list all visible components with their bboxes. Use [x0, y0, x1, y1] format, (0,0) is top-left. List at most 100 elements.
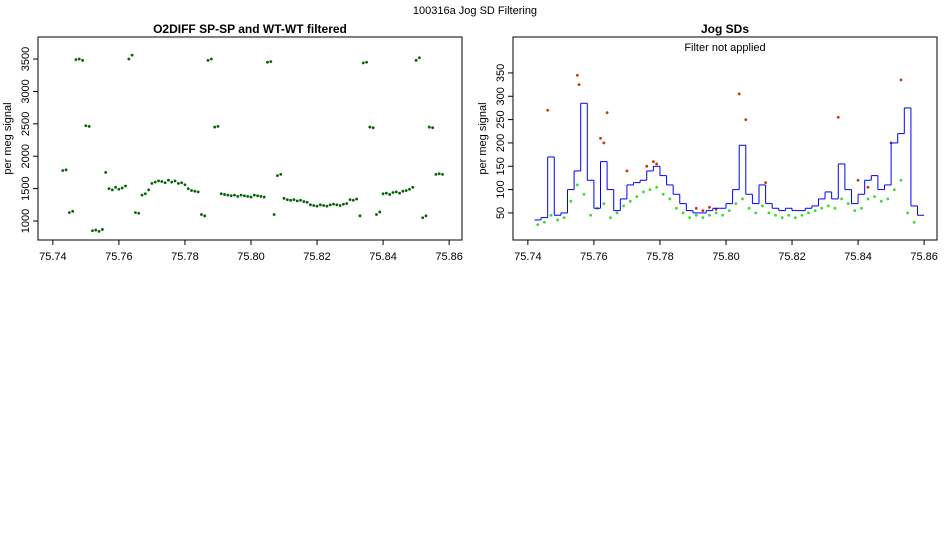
- point: [793, 216, 797, 220]
- point: [388, 193, 392, 196]
- point: [675, 206, 678, 210]
- chart-title: O2DIFF SP-SP and WT-WT filtered: [153, 22, 347, 36]
- point: [206, 58, 210, 62]
- x-tick-label: 75.82: [778, 251, 806, 263]
- y-tick-label: 1000: [20, 209, 32, 233]
- point: [536, 223, 540, 227]
- point: [345, 202, 349, 205]
- annotation: Filter not applied: [684, 42, 765, 54]
- point: [262, 195, 266, 199]
- point: [318, 203, 322, 207]
- point: [886, 197, 890, 201]
- point: [734, 202, 738, 206]
- point: [708, 213, 711, 217]
- point: [754, 211, 758, 215]
- x-tick-label: 75.82: [303, 251, 331, 263]
- point: [153, 180, 157, 184]
- point: [645, 164, 649, 168]
- point: [100, 228, 104, 231]
- point: [302, 200, 306, 203]
- point: [546, 108, 550, 112]
- point: [562, 216, 566, 220]
- point: [140, 193, 144, 197]
- point: [342, 202, 345, 206]
- point: [256, 194, 259, 198]
- point: [873, 195, 876, 199]
- y-tick-label: 1500: [20, 176, 32, 200]
- plot-frame: [37, 36, 463, 241]
- point: [747, 206, 751, 210]
- point: [361, 61, 365, 65]
- point: [127, 57, 131, 61]
- y-tick-label: 350: [495, 64, 507, 82]
- point: [582, 192, 586, 196]
- point: [780, 216, 784, 220]
- point: [269, 60, 273, 64]
- point: [694, 213, 698, 217]
- point: [371, 126, 375, 130]
- point: [622, 204, 626, 208]
- point: [203, 214, 207, 218]
- point: [249, 195, 253, 199]
- y-tick-label: 3500: [20, 47, 32, 71]
- point: [312, 204, 316, 207]
- point: [764, 181, 768, 185]
- point: [774, 213, 777, 217]
- point: [427, 125, 431, 129]
- point: [120, 186, 124, 190]
- point: [216, 125, 220, 128]
- point: [110, 188, 114, 192]
- point: [628, 199, 632, 203]
- x-tick-label: 75.76: [580, 251, 608, 263]
- point: [859, 206, 863, 210]
- point: [375, 213, 378, 216]
- chart-title: Jog SDs: [701, 22, 749, 36]
- point: [358, 214, 362, 218]
- x-tick-label: 75.80: [237, 251, 265, 263]
- point: [833, 206, 837, 210]
- point: [104, 171, 108, 174]
- point: [325, 204, 329, 208]
- point: [609, 216, 612, 220]
- point: [401, 189, 405, 193]
- point: [134, 211, 137, 214]
- point: [394, 190, 398, 194]
- point: [893, 188, 896, 192]
- y-tick-label: 300: [495, 87, 507, 105]
- point: [328, 203, 332, 207]
- point: [615, 211, 619, 215]
- point: [807, 211, 810, 215]
- point: [124, 184, 127, 188]
- point: [906, 211, 910, 215]
- y-tick-label: 150: [495, 157, 507, 175]
- point: [186, 187, 190, 191]
- page-title: 100316a Jog SD Filtering: [413, 5, 537, 17]
- point: [335, 203, 339, 207]
- point: [167, 178, 170, 182]
- point: [381, 192, 385, 196]
- point: [289, 198, 293, 202]
- point: [820, 206, 824, 210]
- point: [176, 182, 180, 185]
- point: [242, 194, 246, 198]
- point: [285, 198, 289, 202]
- point: [437, 172, 441, 176]
- point: [625, 169, 629, 173]
- point: [219, 192, 223, 196]
- point: [701, 209, 705, 213]
- point: [150, 182, 154, 185]
- point: [826, 204, 830, 208]
- point: [193, 189, 197, 193]
- point: [599, 136, 602, 140]
- point: [556, 218, 559, 222]
- point: [681, 211, 685, 215]
- point: [421, 216, 425, 220]
- point: [77, 57, 81, 61]
- y-tick-label: 200: [495, 134, 507, 152]
- point: [130, 53, 134, 57]
- point: [213, 125, 217, 129]
- point: [272, 213, 276, 216]
- point: [295, 199, 299, 203]
- y-axis-label: per meg signal: [477, 102, 489, 174]
